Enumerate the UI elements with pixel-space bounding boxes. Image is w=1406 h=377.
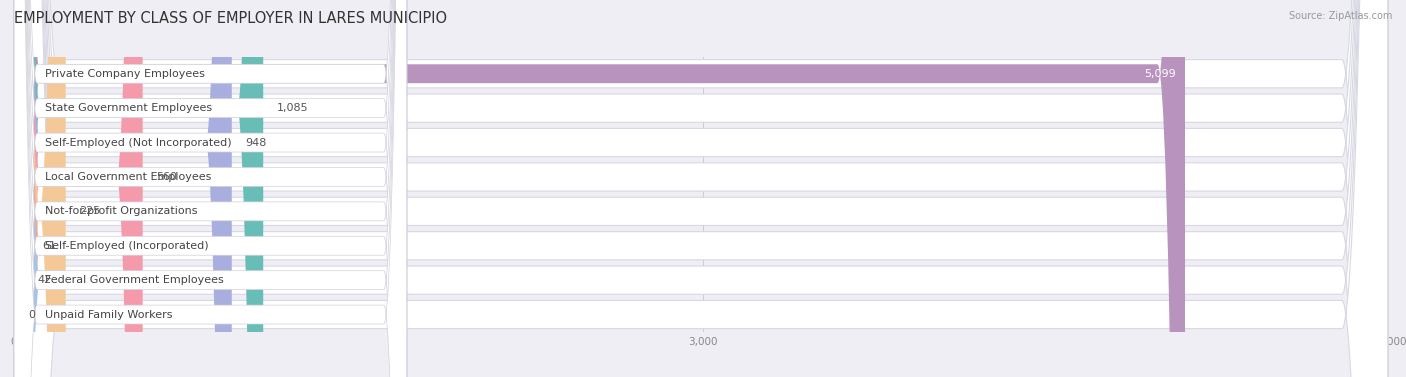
Text: 5,099: 5,099 <box>1144 69 1175 79</box>
Text: EMPLOYMENT BY CLASS OF EMPLOYER IN LARES MUNICIPIO: EMPLOYMENT BY CLASS OF EMPLOYER IN LARES… <box>14 11 447 26</box>
FancyBboxPatch shape <box>14 0 406 377</box>
FancyBboxPatch shape <box>14 0 406 377</box>
Text: 61: 61 <box>42 241 56 251</box>
FancyBboxPatch shape <box>0 0 42 377</box>
FancyBboxPatch shape <box>14 0 1388 377</box>
FancyBboxPatch shape <box>14 0 406 377</box>
Text: Federal Government Employees: Federal Government Employees <box>45 275 224 285</box>
FancyBboxPatch shape <box>14 0 1388 377</box>
Text: Self-Employed (Incorporated): Self-Employed (Incorporated) <box>45 241 209 251</box>
FancyBboxPatch shape <box>14 0 1185 377</box>
FancyBboxPatch shape <box>14 0 263 377</box>
FancyBboxPatch shape <box>14 0 406 377</box>
FancyBboxPatch shape <box>14 0 406 377</box>
FancyBboxPatch shape <box>0 0 42 377</box>
FancyBboxPatch shape <box>14 0 1388 377</box>
FancyBboxPatch shape <box>14 0 1388 377</box>
Text: 225: 225 <box>80 206 101 216</box>
Text: 42: 42 <box>38 275 52 285</box>
Text: Private Company Employees: Private Company Employees <box>45 69 205 79</box>
Text: 948: 948 <box>246 138 267 147</box>
Text: Not-for-profit Organizations: Not-for-profit Organizations <box>45 206 198 216</box>
Text: Unpaid Family Workers: Unpaid Family Workers <box>45 310 173 320</box>
Text: Self-Employed (Not Incorporated): Self-Employed (Not Incorporated) <box>45 138 232 147</box>
Text: 1,085: 1,085 <box>277 103 309 113</box>
FancyBboxPatch shape <box>14 0 1388 377</box>
Text: Source: ZipAtlas.com: Source: ZipAtlas.com <box>1288 11 1392 21</box>
Text: 560: 560 <box>156 172 177 182</box>
FancyBboxPatch shape <box>14 0 66 377</box>
FancyBboxPatch shape <box>14 0 1388 377</box>
FancyBboxPatch shape <box>14 0 406 377</box>
Text: State Government Employees: State Government Employees <box>45 103 212 113</box>
FancyBboxPatch shape <box>14 0 142 377</box>
Text: 0: 0 <box>28 310 35 320</box>
FancyBboxPatch shape <box>14 0 406 377</box>
Text: Local Government Employees: Local Government Employees <box>45 172 212 182</box>
FancyBboxPatch shape <box>14 0 232 377</box>
FancyBboxPatch shape <box>14 0 1388 377</box>
FancyBboxPatch shape <box>14 0 1388 377</box>
FancyBboxPatch shape <box>14 0 406 377</box>
